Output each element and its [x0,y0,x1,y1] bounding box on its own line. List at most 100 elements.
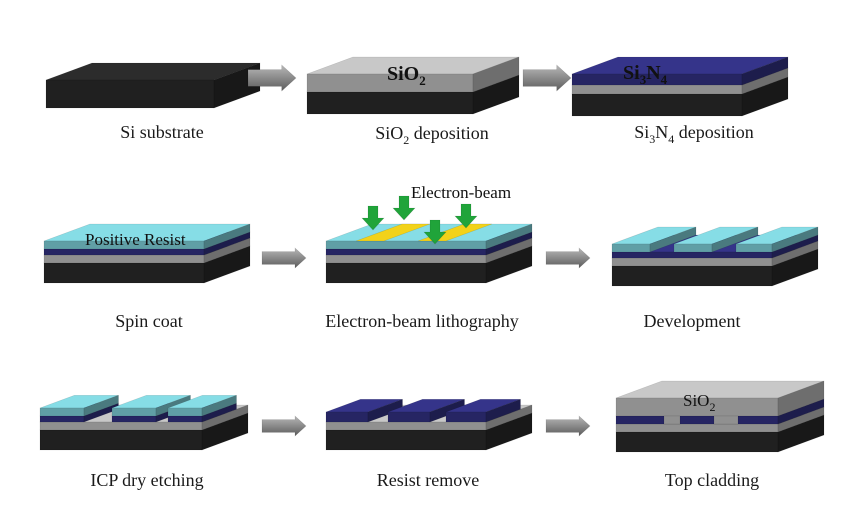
cladding-gap-2 [713,415,739,425]
etched-resist-1-front [39,407,85,417]
s9-sio2-front [615,423,779,433]
s5-silicon-front [325,262,487,284]
s8-sio2-front [325,421,487,431]
caption-development: Development [644,311,741,331]
s9-buried-si3n4-front [615,415,779,425]
etched-si3n4-2-front [111,415,157,423]
caption-icp-dry-etching: ICP dry etching [90,470,203,490]
waveguide-1-front [325,411,369,423]
beam-arrow-2 [392,195,416,221]
s6-sio2-front [611,257,773,267]
s5-silicon-side [485,245,533,284]
s6-silicon-side [771,248,819,287]
s6-si3n4-front [611,251,773,259]
waveguide-2-front [387,411,431,423]
caption-top-cladding: Top cladding [665,470,759,490]
developed-resist-2-front [673,243,713,253]
etched-resist-1 [39,394,119,417]
s4-resist [43,223,251,250]
waveguide-3 [445,398,521,423]
caption-resist-remove: Resist remove [377,470,479,490]
s4-si3n4-front [43,248,205,256]
s3-sio2-side [741,67,789,95]
cladding-gap-1 [663,415,681,425]
s9-sio2-cladding-side [777,380,825,417]
s5-si3n4-front [325,248,487,256]
developed-resist-3-side [771,226,819,253]
waveguide-1 [325,398,403,423]
beam-arrow-2-shape [392,195,416,221]
s4-sio2-side [203,237,251,264]
arrow-8-to-9 [545,415,591,437]
s1-silicon [45,62,261,109]
s5-sio2-side [485,237,533,264]
caption-si-substrate: Si substrate [120,122,204,142]
s4-silicon-front [43,262,205,284]
etched-resist-2 [111,394,191,417]
top-cladding-sio2-label: SiO2 [683,391,715,414]
arrow-5-to-6-shape [545,247,591,269]
s4-sio2-front [43,254,205,264]
sio2-layer-label: SiO2 [387,63,426,88]
beam-arrow-1 [361,205,385,231]
waveguide-3-side [485,398,521,423]
arrow-1-to-2-shape [247,64,297,92]
si3n4-layer-label: Si3N4 [623,62,668,87]
s4-si3n4-side [203,231,251,256]
positive-resist-label: Positive Resist [85,230,186,249]
etched-si3n4-3-front [167,415,203,423]
wafer-cross-sections [39,56,825,453]
arrow-8-to-9-shape [545,415,591,437]
arrow-2-to-3 [522,64,572,92]
s4-silicon-side [203,245,251,284]
arrow-1-to-2 [247,64,297,92]
s2-silicon-front [306,91,474,115]
developed-resist-3-front [735,243,773,253]
beam-arrow-3-shape [423,219,447,245]
electron-beam-label: Electron-beam [411,183,511,202]
s3-si3n4 [571,56,789,86]
developed-resist-1-front [611,243,651,253]
arrow-7-to-8 [261,415,307,437]
caption-electron-beam-lithography: Electron-beam lithography [325,311,518,331]
arrow-4-to-5-shape [261,247,307,269]
s6-si3n4-side [771,234,819,259]
s5-resist-side [485,223,533,250]
s7-silicon-front [39,429,203,451]
waveguide-3-front [445,411,487,423]
s5-resist-front [325,240,487,250]
etched-si3n4-1-front [39,415,85,423]
s3-si3n4-side [741,56,789,86]
arrow-2-to-3-shape [522,64,572,92]
etched-resist-3-front [167,407,203,417]
s3-sio2-front [571,84,743,95]
beam-arrow-4 [454,203,478,229]
s3-silicon-front [571,93,743,117]
etched-resist-3-side [201,394,237,417]
etched-resist-1-side [83,394,119,417]
developed-resist-1 [611,226,697,253]
s5-si3n4-side [485,231,533,256]
developed-resist-1-side [649,226,697,253]
s2-sio2 [306,56,520,93]
s6-sio2-side [771,240,819,267]
s7-sio2-front [39,421,203,431]
s6-silicon-front [611,265,773,287]
etched-resist-2-front [111,407,157,417]
s9-silicon-front [615,431,779,453]
s4-resist-side [203,223,251,250]
arrow-4-to-5 [261,247,307,269]
s3-silicon-side [741,76,789,117]
caption-spin-coat: Spin coat [115,311,183,331]
s2-sio2-side [472,56,520,93]
caption-sio2-deposition: SiO2 deposition [375,123,489,147]
beam-arrow-1-shape [361,205,385,231]
developed-resist-2-side [711,226,759,253]
waveguide-2 [387,398,465,423]
etched-resist-3 [167,394,237,417]
beam-arrow-4-shape [454,203,478,229]
arrow-7-to-8-shape [261,415,307,437]
developed-resist-3 [735,226,819,253]
